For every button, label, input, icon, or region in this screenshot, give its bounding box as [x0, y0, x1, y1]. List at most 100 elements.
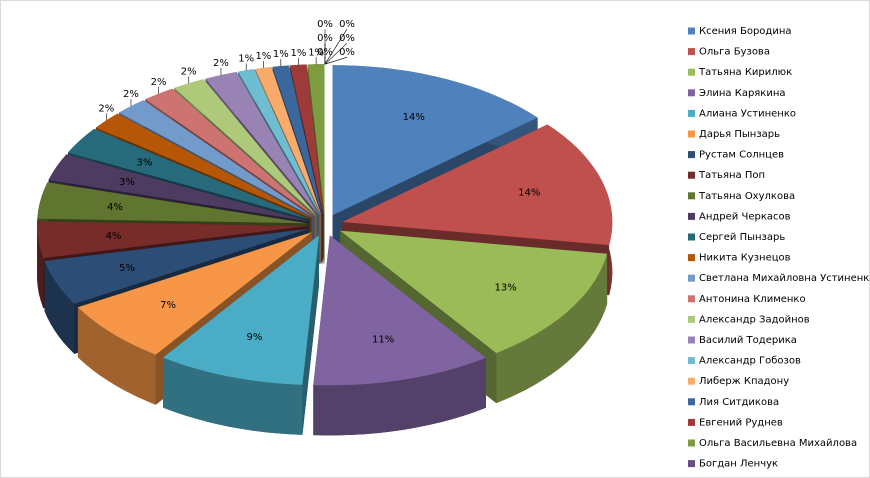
slice — [77, 232, 312, 355]
legend-marker — [688, 68, 695, 76]
slice — [145, 88, 315, 217]
legend-label: Татьяна Поп — [698, 170, 765, 181]
legend-marker — [688, 460, 695, 468]
data-label: 1% — [238, 53, 254, 64]
legend-label: Александр Задойнов — [699, 314, 810, 325]
slice-rim — [313, 357, 486, 436]
slice — [255, 67, 322, 215]
legend-marker — [688, 439, 695, 447]
slice-rim — [77, 307, 156, 405]
legend-marker — [688, 418, 695, 426]
legend-marker — [688, 315, 695, 323]
slice-rim — [496, 253, 608, 404]
slice — [119, 100, 313, 217]
leader-line — [324, 56, 348, 65]
slice-rim — [44, 261, 75, 354]
slice — [174, 79, 317, 216]
leader-line — [324, 29, 348, 65]
slice-rim — [163, 357, 303, 435]
data-label: 1% — [290, 48, 306, 59]
data-label: 1% — [255, 51, 271, 62]
pie: 14%14%13%11%9%7%5%4%4%3%3%2%2%2%2%2% 1% 1%… — [37, 19, 613, 436]
legend-marker — [688, 151, 695, 159]
slice — [37, 182, 308, 224]
data-label: 4% — [107, 202, 123, 213]
legend-label: Лия Ситдикова — [699, 397, 779, 408]
legend-label: Андрей Черкасов — [699, 211, 791, 222]
legend-marker — [688, 377, 695, 385]
legend-label: Сергей Пынзарь — [699, 232, 785, 243]
slice-side — [163, 235, 319, 435]
data-label: 1% — [273, 49, 289, 60]
slice — [290, 64, 324, 215]
legend-label: Никита Кузнецов — [699, 253, 791, 264]
slice-side — [313, 235, 486, 436]
legend-marker — [688, 212, 695, 220]
legend-label: Александр Гобозов — [699, 356, 801, 367]
legend-label: Дарья Пынзарь — [699, 129, 780, 140]
slice-rim — [37, 221, 44, 309]
data-label: 2% — [123, 89, 139, 100]
slice — [272, 65, 323, 215]
slice — [68, 128, 310, 220]
legend-marker — [688, 109, 695, 117]
data-label: 0% — [339, 19, 355, 30]
slice — [307, 64, 325, 215]
leader-line — [324, 42, 348, 65]
data-label: 11% — [372, 334, 394, 345]
legend-marker — [688, 27, 695, 35]
slice — [37, 221, 308, 259]
legend-marker — [688, 171, 695, 179]
legend-marker — [688, 274, 695, 282]
legend-marker — [688, 233, 695, 241]
legend-label: Рустам Солнцев — [699, 150, 784, 161]
legend-label: Элина Карякина — [699, 88, 786, 99]
slice — [342, 124, 613, 246]
data-label: 7% — [160, 300, 176, 311]
legend-label: Ксения Бородина — [699, 26, 792, 37]
legend-label: Ольга Васильевна Михайлова — [699, 438, 857, 449]
data-label: 4% — [106, 231, 122, 242]
slice — [332, 65, 538, 216]
legend-label: Василий Тодерика — [699, 335, 797, 346]
legend-label: Татьяна Охулкова — [698, 191, 795, 202]
legend-marker — [688, 192, 695, 200]
legend-label: Светлана Михайловна Устиненко — [699, 273, 870, 284]
data-label: 2% — [213, 58, 229, 69]
slice — [205, 72, 319, 215]
slice — [48, 154, 309, 222]
data-label: 5% — [119, 263, 135, 274]
legend-marker — [688, 336, 695, 344]
legend-marker — [688, 357, 695, 365]
data-label: 2% — [181, 66, 197, 77]
legend-marker — [688, 295, 695, 303]
data-label: 3% — [136, 157, 152, 168]
legend-label: Либерж Кпадону — [699, 376, 789, 387]
legend: Ксения Бородина Ольга Бузова Татьяна Кирил… — [688, 26, 870, 470]
slice — [238, 69, 321, 215]
data-label: 2% — [98, 103, 114, 114]
data-label: 0% — [317, 19, 333, 30]
legend-label: Татьяна Кирилюк — [698, 67, 792, 78]
data-label: 1% — [308, 47, 324, 58]
slice — [340, 230, 608, 354]
legend-marker — [688, 130, 695, 138]
slice — [95, 113, 312, 218]
legend-label: Антонина Клименко — [699, 294, 806, 305]
data-label: 0% — [339, 33, 355, 44]
slice — [163, 235, 319, 385]
legend-marker — [688, 254, 695, 262]
legend-label: Ольга Бузова — [699, 47, 770, 58]
data-label: 9% — [246, 332, 262, 343]
data-label: 0% — [339, 47, 355, 58]
data-label: 14% — [518, 187, 540, 198]
slice — [313, 235, 486, 386]
legend-label: Евгений Руднев — [699, 417, 783, 428]
legend-marker — [688, 398, 695, 406]
data-label: 2% — [151, 77, 167, 88]
legend-label: Богдан Ленчук — [699, 459, 778, 470]
legend-marker — [688, 48, 695, 56]
slice — [44, 228, 309, 304]
legend-label: Алиана Устиненко — [699, 108, 796, 119]
